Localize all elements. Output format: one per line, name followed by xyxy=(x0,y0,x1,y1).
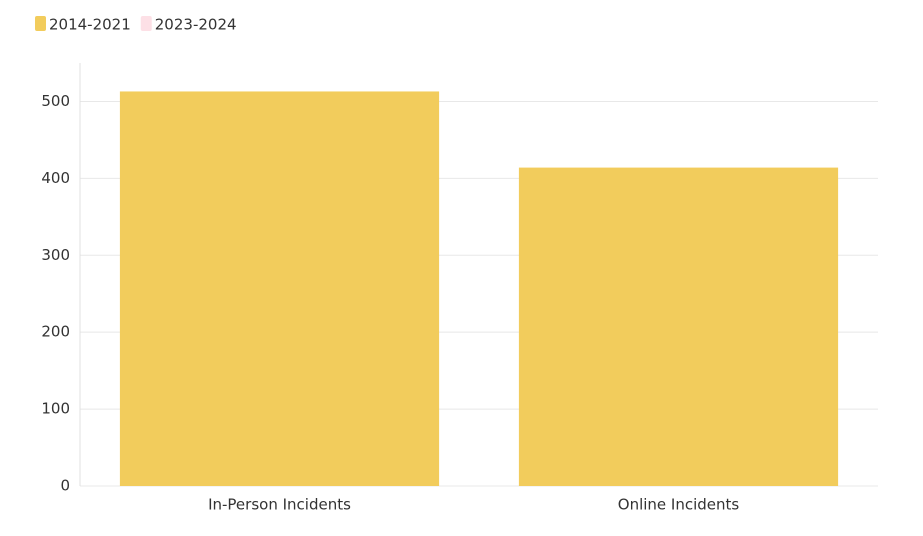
y-tick-label: 300 xyxy=(41,246,70,264)
x-tick-label: In-Person Incidents xyxy=(208,496,351,514)
y-tick-label: 500 xyxy=(41,92,70,110)
bar xyxy=(119,91,440,486)
legend-label[interactable]: 2023-2024 xyxy=(155,16,237,34)
y-tick-label: 0 xyxy=(60,477,70,495)
y-tick-label: 200 xyxy=(41,323,70,341)
y-tick-label: 400 xyxy=(41,169,70,187)
y-tick-label: 100 xyxy=(41,400,70,418)
x-tick-label: Online Incidents xyxy=(618,496,740,514)
legend-swatch[interactable] xyxy=(140,16,152,31)
legend-swatch[interactable] xyxy=(35,16,46,31)
legend-label[interactable]: 2014-2021 xyxy=(49,16,131,34)
bar xyxy=(518,167,839,486)
